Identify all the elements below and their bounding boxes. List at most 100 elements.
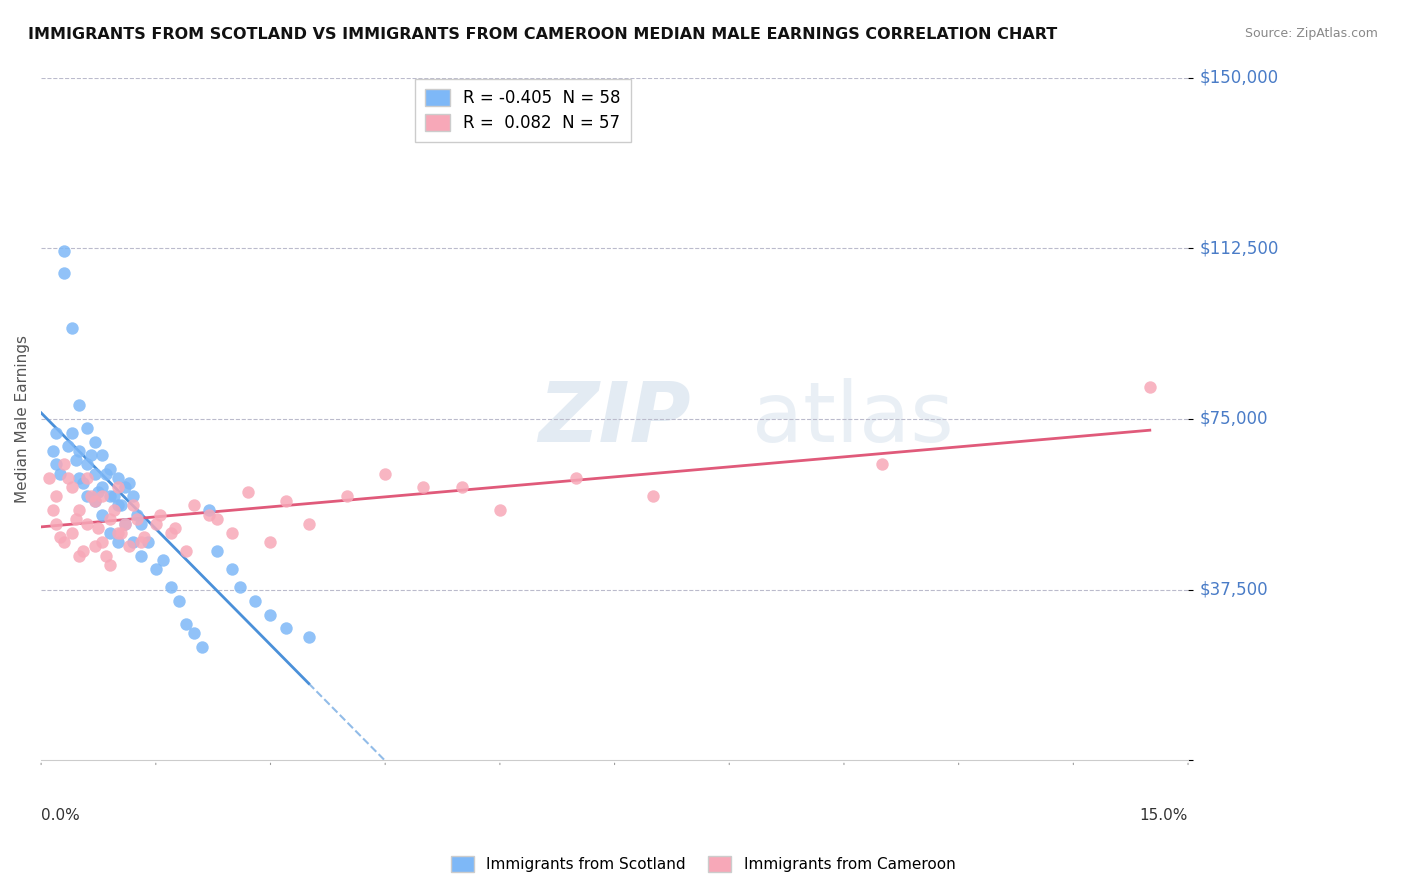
Point — [53, 244, 76, 258]
Point — [374, 467, 396, 481]
Point — [60, 321, 83, 335]
Point — [136, 534, 159, 549]
Point — [1139, 380, 1161, 394]
Point — [198, 508, 221, 522]
Point — [114, 516, 136, 531]
Text: $75,000: $75,000 — [1199, 410, 1268, 428]
Point — [91, 508, 114, 522]
Text: atlas: atlas — [752, 378, 953, 459]
Text: 15.0%: 15.0% — [1140, 808, 1188, 823]
Point — [565, 471, 588, 485]
Point — [450, 480, 472, 494]
Point — [205, 512, 228, 526]
Point — [160, 581, 183, 595]
Point — [83, 434, 105, 449]
Point — [221, 525, 243, 540]
Point — [114, 516, 136, 531]
Point — [98, 525, 121, 540]
Point — [167, 594, 190, 608]
Point — [110, 499, 132, 513]
Point — [83, 494, 105, 508]
Point — [45, 458, 67, 472]
Point — [76, 421, 98, 435]
Y-axis label: Median Male Earnings: Median Male Earnings — [15, 335, 30, 503]
Point — [67, 549, 90, 563]
Point — [98, 489, 121, 503]
Point — [125, 508, 148, 522]
Point — [107, 525, 129, 540]
Point — [103, 503, 125, 517]
Point — [118, 475, 141, 490]
Point — [56, 439, 79, 453]
Point — [98, 462, 121, 476]
Point — [134, 530, 156, 544]
Point — [67, 398, 90, 412]
Point — [274, 494, 297, 508]
Point — [229, 581, 252, 595]
Point — [72, 475, 94, 490]
Point — [110, 525, 132, 540]
Point — [80, 489, 103, 503]
Point — [83, 494, 105, 508]
Point — [163, 521, 186, 535]
Text: $150,000: $150,000 — [1199, 69, 1278, 87]
Text: Source: ZipAtlas.com: Source: ZipAtlas.com — [1244, 27, 1378, 40]
Point — [121, 489, 143, 503]
Point — [145, 562, 167, 576]
Point — [129, 516, 152, 531]
Point — [41, 443, 63, 458]
Point — [121, 534, 143, 549]
Point — [60, 425, 83, 440]
Legend: Immigrants from Scotland, Immigrants from Cameroon: Immigrants from Scotland, Immigrants fro… — [443, 848, 963, 880]
Point — [53, 534, 76, 549]
Legend: R = -0.405  N = 58, R =  0.082  N = 57: R = -0.405 N = 58, R = 0.082 N = 57 — [415, 79, 631, 142]
Point — [94, 549, 117, 563]
Point — [76, 471, 98, 485]
Point — [489, 503, 512, 517]
Point — [152, 553, 174, 567]
Point — [129, 549, 152, 563]
Point — [259, 607, 281, 622]
Point — [298, 631, 321, 645]
Point — [103, 489, 125, 503]
Point — [76, 516, 98, 531]
Point — [221, 562, 243, 576]
Point — [870, 458, 893, 472]
Point — [98, 512, 121, 526]
Point — [60, 525, 83, 540]
Point — [67, 443, 90, 458]
Point — [53, 266, 76, 280]
Point — [114, 480, 136, 494]
Point — [118, 540, 141, 554]
Point — [67, 471, 90, 485]
Point — [87, 521, 110, 535]
Point — [91, 449, 114, 463]
Point — [259, 534, 281, 549]
Point — [53, 458, 76, 472]
Point — [336, 489, 359, 503]
Point — [183, 499, 205, 513]
Point — [60, 480, 83, 494]
Point — [91, 534, 114, 549]
Point — [245, 594, 267, 608]
Point — [236, 484, 259, 499]
Text: $37,500: $37,500 — [1199, 581, 1268, 599]
Point — [183, 626, 205, 640]
Point — [45, 425, 67, 440]
Point — [76, 489, 98, 503]
Point — [412, 480, 434, 494]
Text: IMMIGRANTS FROM SCOTLAND VS IMMIGRANTS FROM CAMEROON MEDIAN MALE EARNINGS CORREL: IMMIGRANTS FROM SCOTLAND VS IMMIGRANTS F… — [28, 27, 1057, 42]
Point — [107, 534, 129, 549]
Text: 0.0%: 0.0% — [41, 808, 80, 823]
Text: ZIP: ZIP — [538, 378, 690, 459]
Point — [176, 544, 198, 558]
Point — [107, 480, 129, 494]
Point — [49, 467, 72, 481]
Point — [160, 525, 183, 540]
Point — [98, 558, 121, 572]
Text: $112,500: $112,500 — [1199, 239, 1278, 257]
Point — [65, 512, 87, 526]
Point — [641, 489, 664, 503]
Point — [45, 489, 67, 503]
Point — [176, 616, 198, 631]
